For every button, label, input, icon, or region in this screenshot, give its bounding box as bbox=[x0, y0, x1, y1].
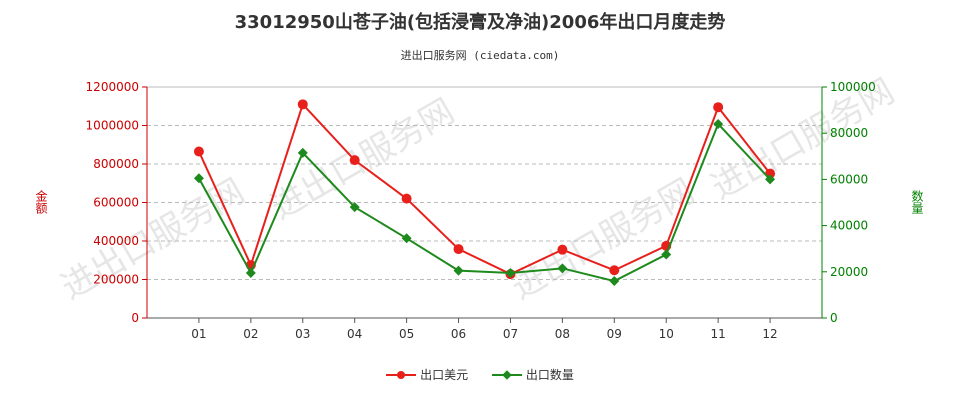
legend-swatch-usd bbox=[386, 369, 417, 381]
legend-label-usd: 出口美元 bbox=[420, 368, 469, 382]
chart-subtitle: 进出口服务网 (ciedata.com) bbox=[400, 49, 560, 62]
y-left-tick-label: 1000000 bbox=[86, 119, 139, 133]
x-tick-label: 06 bbox=[451, 327, 466, 341]
data-point-usd bbox=[713, 102, 724, 113]
x-tick-label: 08 bbox=[555, 327, 570, 341]
data-point-qty bbox=[557, 263, 568, 274]
watermark-text: 进出口服务网 bbox=[55, 171, 252, 308]
data-point-qty bbox=[453, 265, 464, 276]
y-right-tick-label: 80000 bbox=[830, 126, 868, 140]
data-point-qty bbox=[297, 147, 308, 158]
legend-item-qty: 出口数量 bbox=[491, 366, 574, 383]
y-left-tick-label: 800000 bbox=[93, 157, 139, 171]
y-axis-right-label: 数量 bbox=[910, 190, 924, 214]
series-line-usd bbox=[198, 102, 771, 276]
data-point-qty bbox=[401, 233, 412, 244]
x-tick-label: 04 bbox=[347, 327, 362, 341]
y-left-tick-label: 600000 bbox=[93, 196, 139, 210]
x-tick-label: 10 bbox=[659, 327, 674, 341]
y-left-tick-label: 0 bbox=[131, 311, 139, 325]
x-tick-label: 03 bbox=[295, 327, 310, 341]
chart-title: 33012950山苍子油(包括浸膏及净油)2006年出口月度走势 bbox=[234, 12, 726, 33]
legend-item-usd: 出口美元 bbox=[386, 366, 468, 383]
series-line-qty bbox=[198, 122, 771, 283]
data-point-usd bbox=[557, 244, 568, 255]
x-tick-label: 07 bbox=[503, 327, 518, 341]
data-point-qty bbox=[245, 267, 256, 278]
y-right-tick-label: 100000 bbox=[830, 80, 876, 94]
data-point-usd bbox=[349, 155, 360, 166]
y-right-tick-label: 60000 bbox=[830, 172, 868, 186]
y-right-tick-label: 0 bbox=[830, 311, 838, 325]
data-point-qty bbox=[609, 276, 620, 287]
data-point-usd bbox=[193, 146, 204, 157]
data-point-usd bbox=[609, 265, 620, 276]
y-right-tick-label: 40000 bbox=[830, 219, 868, 233]
legend: 出口美元 出口数量 bbox=[0, 366, 960, 384]
data-point-usd bbox=[297, 99, 308, 110]
data-point-qty bbox=[349, 202, 360, 213]
y-left-tick-label: 200000 bbox=[93, 273, 139, 287]
legend-swatch-qty bbox=[491, 369, 522, 381]
data-point-qty bbox=[765, 174, 776, 185]
data-point-qty bbox=[193, 173, 204, 184]
x-tick-label: 05 bbox=[399, 327, 414, 341]
data-point-qty bbox=[713, 118, 724, 129]
watermark-text: 进出口服务网 bbox=[265, 91, 462, 228]
x-tick-label: 02 bbox=[243, 327, 258, 341]
x-tick-label: 09 bbox=[607, 327, 622, 341]
y-left-tick-label: 1200000 bbox=[86, 80, 139, 94]
x-tick-label: 11 bbox=[711, 327, 726, 341]
x-tick-label: 01 bbox=[191, 327, 206, 341]
y-right-tick-label: 20000 bbox=[830, 265, 868, 279]
x-tick-label: 12 bbox=[762, 327, 777, 341]
legend-label-qty: 出口数量 bbox=[525, 368, 574, 382]
y-left-tick-label: 400000 bbox=[93, 234, 139, 248]
data-point-usd bbox=[453, 244, 464, 255]
data-point-qty bbox=[661, 249, 672, 260]
y-axis-left-label: 金额 bbox=[34, 190, 48, 214]
data-point-usd bbox=[401, 193, 412, 204]
data-point-qty bbox=[505, 267, 516, 278]
